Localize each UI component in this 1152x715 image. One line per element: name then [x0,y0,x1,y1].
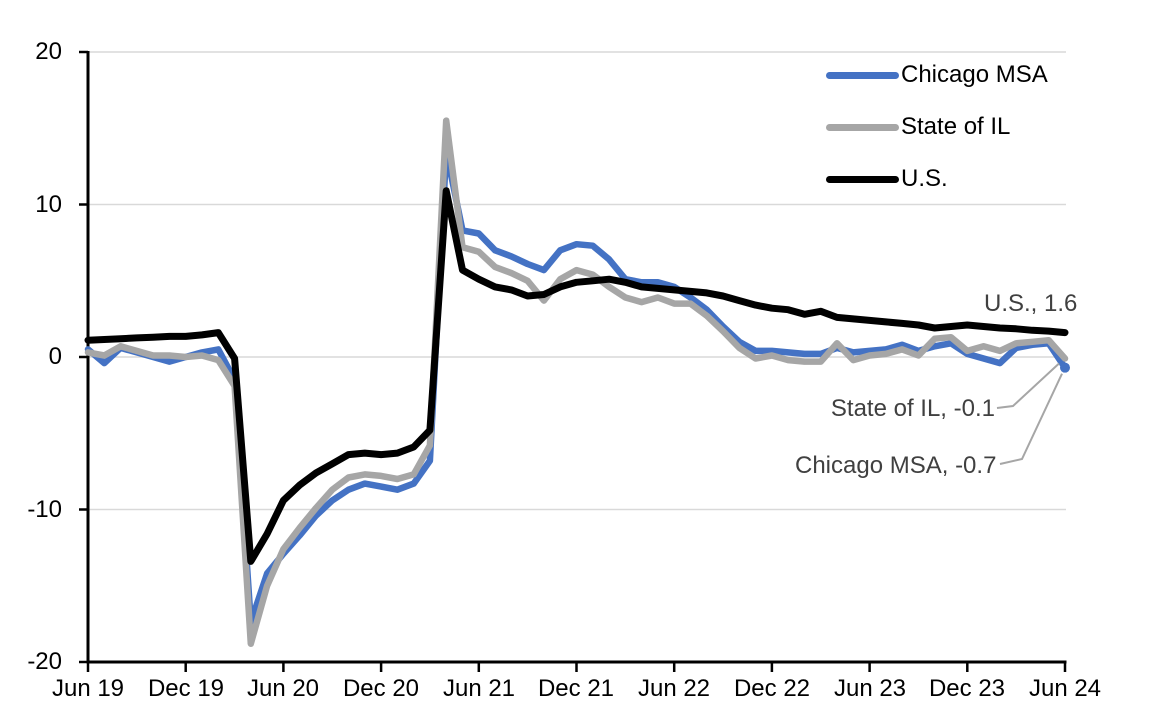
x-tick-label: Jun 19 [51,675,125,702]
leader-line-chicago-msa [999,373,1063,465]
y-tick-label: 0 [48,343,62,370]
series-line-state-of-il [84,117,1069,647]
legend-swatch-chicago-msa [826,71,899,79]
x-tick-label: Jun 23 [833,675,907,702]
legend-swatch-state-of-il [826,123,899,131]
series-line-u-s- [84,187,1069,565]
annotation-chicago-msa: Chicago MSA, -0.7 [795,452,997,479]
legend-label: Chicago MSA [901,61,1048,88]
leader-line-state-of-il [996,362,1060,409]
legend-label: State of IL [901,113,1011,140]
x-tick-label: Dec 21 [537,675,615,702]
x-tick-label: Dec 19 [147,675,225,702]
legend-item-state-of-il: State of IL [826,101,1048,153]
x-tick-label: Jun 22 [637,675,711,702]
legend-item-chicago-msa: Chicago MSA [826,49,1048,101]
x-tick-label: Dec 20 [342,675,420,702]
x-tick-label: Jun 21 [442,675,516,702]
x-tick-label: Dec 23 [928,675,1006,702]
x-tick-label: Jun 24 [1028,675,1102,702]
x-tick-label: Jun 20 [246,675,320,702]
y-tick-label: -20 [27,648,62,675]
y-tick-label: -10 [27,496,62,523]
annotation-state-of-il: State of IL, -0.1 [830,395,995,422]
y-tick-label: 10 [35,191,62,218]
annotation-us: U.S., 1.6 [984,290,1078,317]
legend-swatch-us [826,175,899,183]
legend: Chicago MSA State of IL U.S. [826,49,1048,205]
legend-label: U.S. [901,165,948,192]
y-tick-label: 20 [35,38,62,65]
legend-item-us: U.S. [826,153,1048,205]
x-tick-label: Dec 22 [733,675,811,702]
series-endpoint-dot [1060,362,1070,373]
